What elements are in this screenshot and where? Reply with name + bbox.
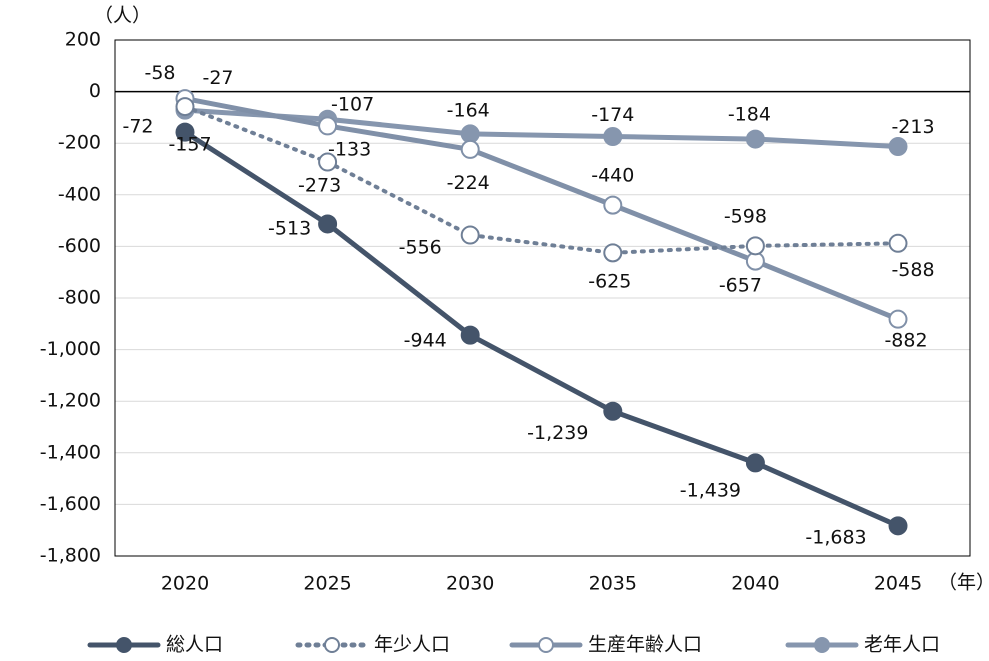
data-label: -882 [884, 330, 927, 352]
data-label: -598 [724, 205, 767, 227]
data-label: -157 [168, 134, 211, 156]
data-label: -625 [588, 270, 631, 292]
data-label: -107 [331, 94, 374, 116]
data-label: -1,239 [527, 422, 588, 444]
series-line [182, 96, 901, 322]
legend-marker [324, 637, 340, 653]
y-tick-label: -1,800 [40, 545, 101, 567]
x-tick-label: 2030 [446, 573, 494, 595]
series-line [182, 129, 901, 529]
data-label: -213 [891, 116, 934, 138]
legend-marker [116, 637, 132, 653]
x-unit: （年） [938, 572, 989, 594]
data-label: -133 [328, 138, 371, 160]
legend-label: 老年人口 [864, 634, 940, 656]
y-tick-label: -1,000 [40, 338, 101, 360]
y-tick-label: 0 [89, 80, 101, 102]
legend-marker [814, 637, 830, 653]
data-point [318, 214, 338, 234]
legend-label: 総人口 [166, 634, 223, 656]
data-label: -588 [891, 259, 934, 281]
y-tick-label: -1,400 [40, 441, 101, 463]
data-point [460, 139, 480, 159]
x-tick-label: 2035 [589, 573, 637, 595]
y-tick-label: -600 [58, 235, 101, 257]
data-label: -1,683 [805, 526, 866, 548]
data-point [318, 152, 338, 172]
data-point [460, 325, 480, 345]
legend-label: 生産年齢人口 [588, 634, 702, 656]
data-label: -224 [447, 172, 490, 194]
data-point [318, 116, 338, 136]
data-point [888, 137, 908, 157]
y-tick-label: -200 [58, 132, 101, 154]
data-label: -184 [728, 104, 771, 126]
data-label: -72 [122, 116, 153, 138]
data-label: -58 [144, 62, 175, 84]
y-tick-label: 200 [65, 29, 101, 51]
data-label: -164 [447, 99, 490, 121]
y-tick-label: -400 [58, 183, 101, 205]
data-point [175, 97, 195, 117]
plot-frame [114, 39, 971, 557]
x-tick-label: 2040 [731, 573, 779, 595]
data-point [888, 233, 908, 253]
data-point [460, 225, 480, 245]
data-point [745, 453, 765, 473]
legend-label: 年少人口 [374, 634, 450, 656]
data-point [603, 243, 623, 263]
series-line [182, 107, 901, 150]
x-tick-label: 2045 [874, 573, 922, 595]
data-label: -27 [202, 67, 233, 89]
data-label: -440 [591, 165, 634, 187]
data-label: -273 [298, 175, 341, 197]
series-line [183, 104, 900, 255]
y-tick-label: -800 [58, 287, 101, 309]
data-point [888, 309, 908, 329]
data-point [745, 129, 765, 149]
y-tick-label: -1,200 [40, 390, 101, 412]
y-unit: （人） [94, 5, 151, 27]
x-tick-label: 2025 [303, 573, 351, 595]
data-point [888, 516, 908, 536]
x-tick-label: 2020 [161, 573, 209, 595]
legend-marker [538, 637, 554, 653]
data-label: -513 [268, 217, 311, 239]
data-label: -1,439 [680, 479, 741, 501]
data-point [603, 401, 623, 421]
data-label: -657 [719, 275, 762, 297]
y-tick-label: -1,600 [40, 493, 101, 515]
data-point [603, 126, 623, 146]
data-point [745, 236, 765, 256]
data-label: -944 [404, 330, 447, 352]
data-label: -556 [399, 237, 442, 259]
data-point [603, 195, 623, 215]
data-label: -174 [591, 104, 634, 126]
data-point [460, 124, 480, 144]
data-point [175, 122, 195, 142]
